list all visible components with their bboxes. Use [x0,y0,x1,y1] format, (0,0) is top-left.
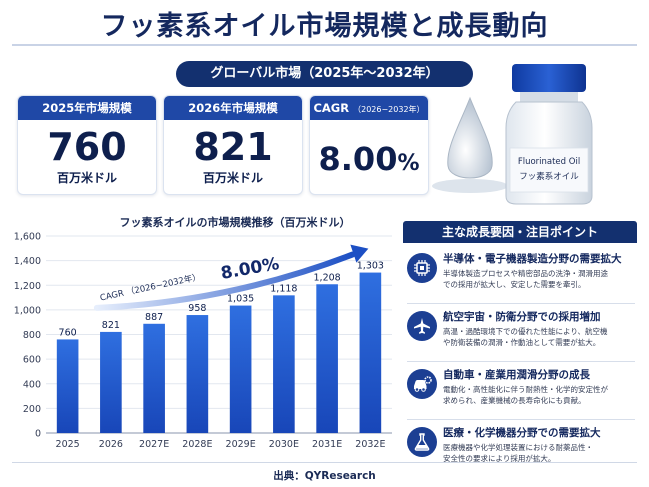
y-tick-label: 800 [23,330,41,341]
bar-value-label: 1,208 [314,272,341,283]
bottle-label-ja: フッ素系オイル [519,171,579,182]
bar [186,315,209,433]
chip-icon [407,253,437,283]
kpi-value-2026: 821 [193,125,273,169]
footer-divider [12,462,637,463]
kpi-card-cagr: CAGR （2026−2032年） 8.00% [309,95,429,195]
y-tick-label: 1,000 [14,305,41,316]
oil-puddle [432,179,508,193]
subtitle-pill: グローバル市場（2025年〜2032年） [176,61,473,87]
bar [316,284,338,433]
bottle-cap [512,64,586,92]
y-tick-label: 1,200 [14,281,41,292]
kpi-card-2025: 2025年市場規模 760 百万米ドル [17,95,157,195]
factor-item-automotive: 自動車・産業用潤滑分野の成長 電動化・高性能化に伴う耐熱性・化学的安定性が 求めら… [403,363,637,415]
factor-divider [407,361,635,362]
oil-droplet-icon [447,96,493,179]
kpi-value-2025: 760 [47,125,127,169]
bar-value-label: 1,303 [357,261,384,272]
factor-title: 医療・化学機器分野での需要拡大 [443,427,601,439]
factor-divider [407,303,635,304]
factor-item-semiconductor: 半導体・電子機器製造分野の需要拡大 半導体製造プロセスや精密部品の洗浄・潤滑用途… [403,247,637,299]
bar [273,295,295,433]
y-tick-label: 600 [23,355,41,366]
kpi-label-cagr: CAGR （2026−2032年） [310,96,428,120]
factor-desc: 半導体製造プロセスや精密部品の洗浄・潤滑用途 での採用が拡大し、安定した需要を牽引… [443,269,608,289]
bar-value-label: 958 [188,303,206,314]
bottle-label-en: Fluorinated Oil [518,157,580,167]
y-tick-label: 400 [23,379,41,390]
factor-desc: 医療機器や化学処理装置における耐薬品性・ 安全性の要求により採用が拡大。 [443,443,593,463]
bar [229,305,252,433]
y-tick-label: 200 [23,404,41,415]
factor-item-medical: 医療・化学機器分野での需要拡大 医療機器や化学処理装置における耐薬品性・ 安全性の… [403,421,637,473]
kpi-unit-2026: 百万米ドル [202,171,263,185]
bar-value-label: 1,118 [270,283,297,294]
growth-factors-panel: 主な成長要因・注目ポイント 半導体・電子機器製造分野の需要拡大 半導体製造プロセ… [403,221,637,463]
bar-value-label: 821 [102,320,120,331]
market-size-bar-chart: 0 200 400 600 800 1,000 1,200 1,400 1,600 760 2025… [14,232,392,450]
x-tick-label: 2026 [99,439,123,450]
x-tick-label: 2027E [139,439,169,450]
factor-item-aerospace: 航空宇宙・防衛分野での採用増加 高温・過酷環境下での優れた性能により、航空機 や防… [403,305,637,357]
flask-icon [407,427,437,457]
growth-factors-heading: 主な成長要因・注目ポイント [403,221,637,243]
factor-desc: 電動化・高性能化に伴う耐熱性・化学的安定性が 求められ、産業機械の長寿命化にも貢献… [443,385,608,405]
bar [100,331,122,433]
page-title: フッ素系オイル市場規模と成長動向 [100,11,549,42]
x-tick-label: 2030E [269,439,299,450]
y-tick-label: 1,400 [14,256,41,267]
bar [359,272,382,433]
y-tick-label: 1,600 [14,232,41,243]
bar-value-label: 760 [59,327,77,338]
x-tick-label: 2028E [182,439,212,450]
x-tick-label: 2029E [226,439,256,450]
y-tick-label: 0 [35,429,41,440]
factor-title: 航空宇宙・防衛分野での採用増加 [443,311,601,323]
bar [56,339,79,433]
x-tick-label: 2031E [312,439,342,450]
kpi-unit-2025: 百万米ドル [56,171,117,185]
factor-title: 半導体・電子機器製造分野の需要拡大 [443,253,622,265]
kpi-label-2026: 2026年市場規模 [164,96,302,120]
chart-title: フッ素系オイルの市場規模推移（百万米ドル） [119,216,351,229]
kpi-card-2026: 2026年市場規模 821 百万米ドル [163,95,303,195]
factor-divider [407,419,635,420]
cagr-arrowhead [350,244,369,263]
factor-title: 自動車・産業用潤滑分野の成長 [443,369,590,381]
cagr-arrow [93,251,356,311]
factor-desc: 高温・過酷環境下での優れた性能により、航空機 や防衛装備の潤滑・作動油として需要が… [443,327,608,347]
x-tick-label: 2032E [355,439,385,450]
source-note: 出典：QYResearch [273,470,376,482]
bar [143,323,165,433]
bar-value-label: 887 [145,312,163,323]
car-gear-icon [407,369,437,399]
kpi-value-cagr: 8.00% [318,140,420,178]
kpi-label-2025: 2025年市場規模 [18,96,156,120]
bar-value-label: 1,035 [227,294,254,305]
airplane-icon [407,311,437,341]
title-divider [12,44,637,46]
x-tick-label: 2025 [56,439,80,450]
oil-bottle-illustration: Fluorinated Oil フッ素系オイル [430,58,640,208]
